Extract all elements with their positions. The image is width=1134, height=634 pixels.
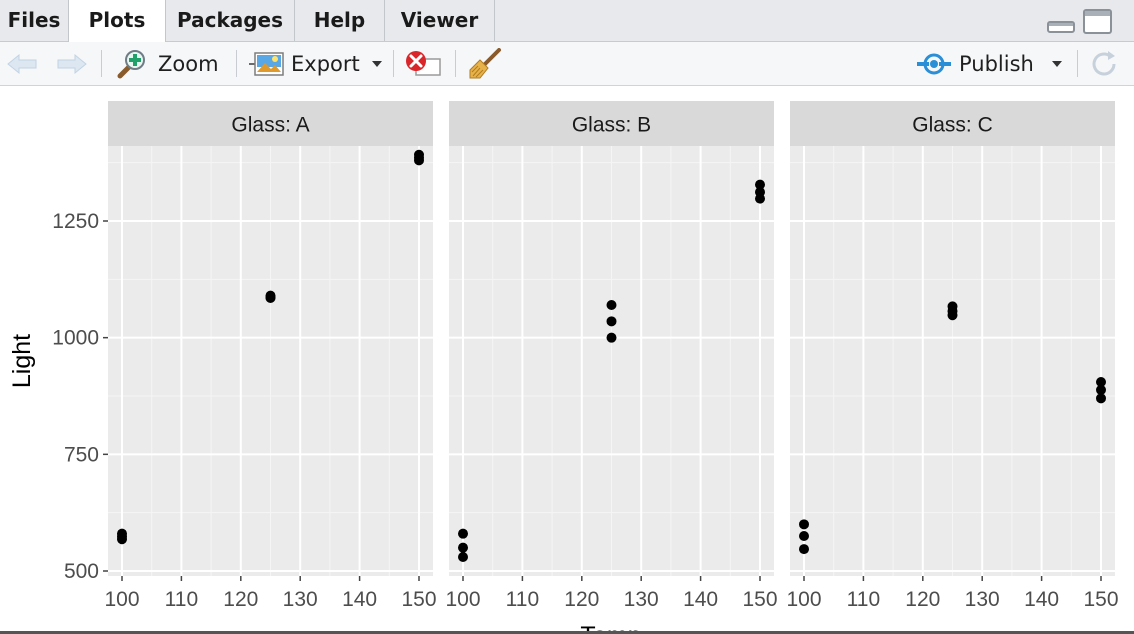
faceted-scatter-chart: Glass: A 100 110 120 130 140 150 Glass: B 100 110… [8,101,1119,634]
image-export-icon [249,51,284,76]
zoom-label: Zoom [158,51,219,76]
data-point [1096,393,1106,404]
broom-icon [469,47,501,78]
data-point [1096,384,1106,395]
tab-plots[interactable]: Plots [68,0,166,42]
x-tick-label: 140 [342,588,377,611]
x-tick-label: 150 [1083,588,1118,611]
x-tick-label: 140 [683,588,718,611]
zoom-button[interactable]: Zoom [116,42,219,85]
publish-button[interactable]: Publish [917,42,1062,85]
data-point [458,528,468,539]
chevron-down-icon [1051,60,1062,67]
x-tick-label: 110 [506,588,539,611]
x-tick-label: 100 [445,588,480,611]
facet-strip-label: Glass: B [572,114,651,137]
x-tick-label: 100 [786,588,821,611]
data-point [458,542,468,553]
data-point [414,149,424,160]
x-tick-label: 100 [104,588,139,611]
facet-strip-label: Glass: C [912,114,993,137]
data-point [606,316,617,327]
x-tick-label: 120 [905,588,940,611]
export-button[interactable]: Export [249,42,382,85]
x-tick-label: 150 [742,588,777,611]
data-point [799,519,809,530]
tab-help[interactable]: Help [295,0,385,41]
data-point [458,552,468,562]
plot-viewer: Glass: A 100 110 120 130 140 150 Glass: B 100 110… [0,86,1134,634]
facet-strip-label: Glass: A [231,114,309,137]
facet-strip [449,101,774,146]
maximize-icon[interactable] [1083,9,1113,40]
data-point [606,332,617,343]
y-tick-label: 500 [64,560,99,583]
publish-label: Publish [959,51,1034,76]
arrow-right-icon [57,53,87,74]
data-point [117,531,127,542]
data-point [606,300,617,310]
x-tick-label: 130 [624,588,659,611]
x-tick-label: 110 [165,588,198,611]
facet-strip [790,101,1115,146]
data-point [947,310,958,321]
toolbar-divider [455,50,456,77]
x-tick-label: 110 [847,588,880,611]
data-point [799,531,809,541]
facet-strip [108,101,433,146]
toolbar-divider [1077,50,1078,77]
data-point [755,193,765,204]
chevron-down-icon [371,60,382,67]
y-tick-label: 1000 [52,327,99,350]
y-axis-title: Light [8,334,36,388]
magnifier-icon [117,49,145,78]
x-tick-label: 120 [223,588,258,611]
toolbar-divider [393,50,394,77]
data-point [799,544,809,555]
refresh-icon [1092,50,1116,75]
x-tick-label: 120 [564,588,599,611]
x-tick-label: 150 [401,588,436,611]
minimize-icon[interactable] [1047,12,1075,39]
y-tick-label: 1250 [52,210,99,233]
y-tick-label: 750 [64,443,99,466]
toolbar-divider [101,50,102,77]
x-tick-label: 130 [283,588,318,611]
refresh-button[interactable] [1088,42,1120,85]
tab-packages[interactable]: Packages [166,0,295,41]
remove-plot-button[interactable] [404,42,442,85]
data-point [755,179,765,190]
export-label: Export [291,51,360,76]
x-tick-label: 130 [965,588,1000,611]
clear-all-plots-button[interactable] [468,42,502,85]
remove-plot-icon [406,50,441,76]
x-tick-label: 140 [1024,588,1059,611]
forward-button[interactable] [56,42,88,85]
arrow-left-icon [7,53,37,74]
tab-files[interactable]: Files [0,0,69,41]
back-button[interactable] [6,42,38,85]
tab-viewer[interactable]: Viewer [385,0,495,41]
pane-tab-bar: Files Plots Packages Help Viewer [0,0,1134,42]
data-point [265,292,276,303]
plots-toolbar: Zoom Export [0,42,1134,86]
toolbar-divider [236,50,237,77]
pane-border [0,631,1134,634]
publish-icon [917,53,951,74]
data-point [1096,377,1106,387]
